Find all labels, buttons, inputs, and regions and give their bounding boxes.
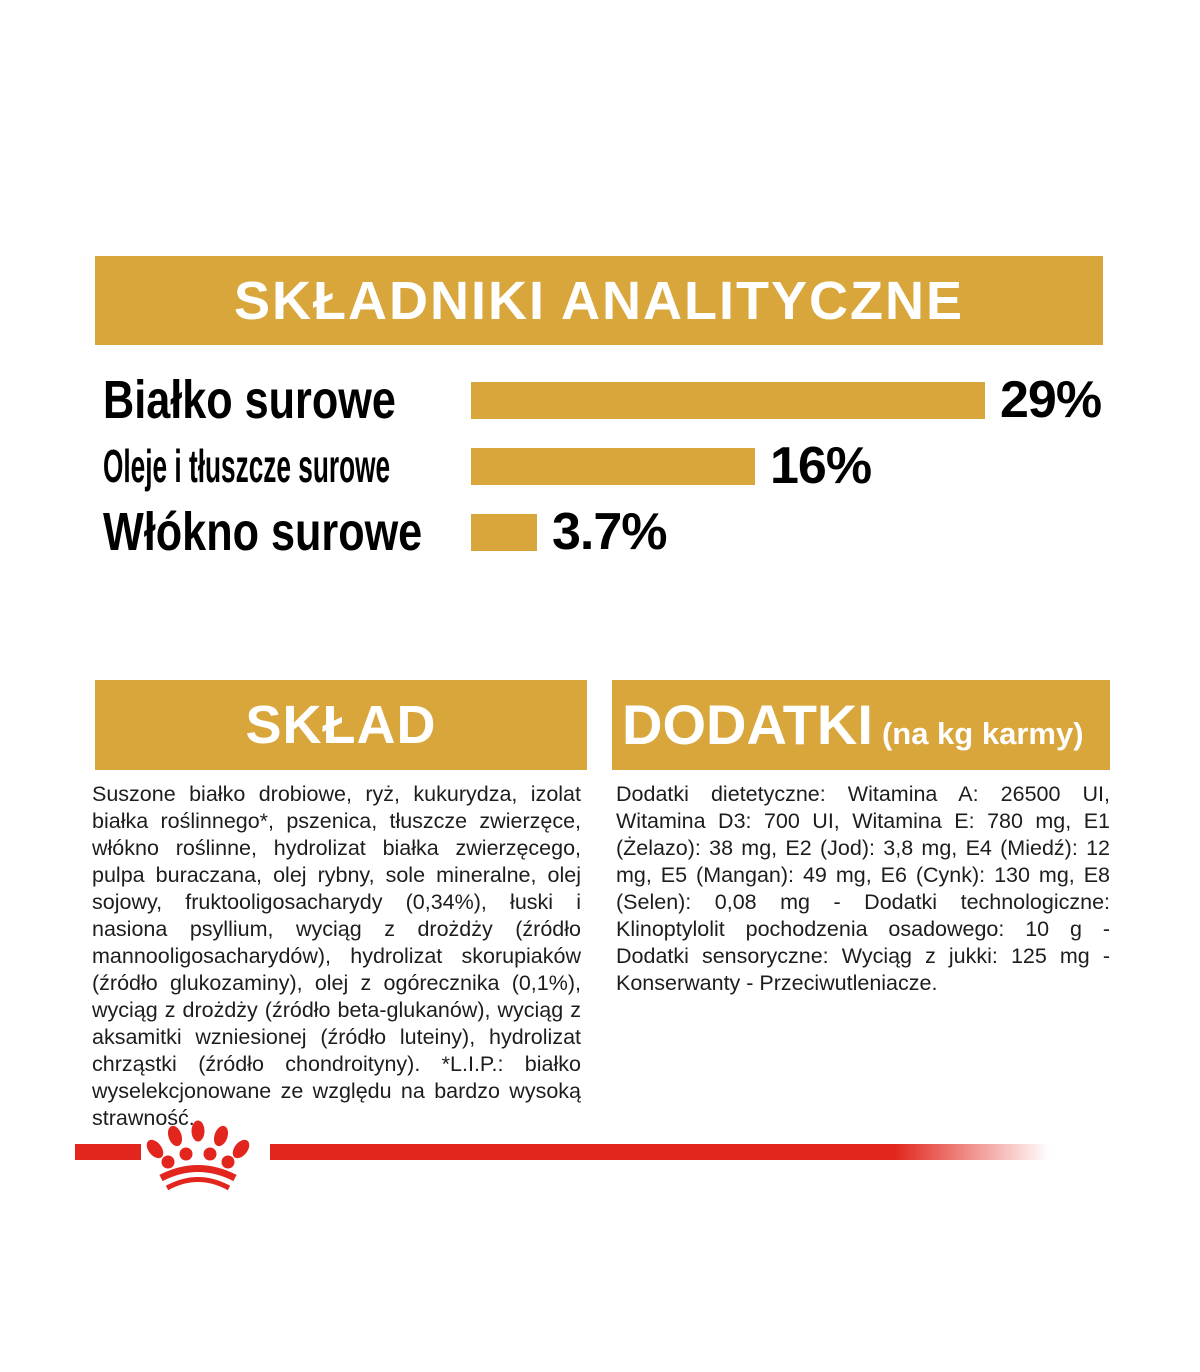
chart-category-label: Białko surowe [103,370,396,430]
analytics-banner: SKŁADNIKI ANALITYCZNE [95,256,1103,345]
sklad-banner: SKŁAD [95,680,587,770]
sklad-body-text: Suszone białko drobiowe, ryż, kukurydza,… [92,782,581,1130]
dodatki-title: DODATKI [622,693,873,756]
chart-bar [471,447,755,485]
footer-divider-left [75,1144,141,1160]
footer-divider-right [270,1144,1050,1160]
dodatki-banner: DODATKI (na kg karmy) [612,680,1110,770]
chart-value-label: 16% [770,437,872,495]
chart-bar [471,381,985,419]
sklad-title: SKŁAD [245,695,437,755]
chart-category-label: Włókno surowe [103,502,423,562]
chart-value-label: 3.7% [552,503,668,561]
dodatki-body-text: Dodatki dietetyczne: Witamina A: 26500 U… [616,782,1110,995]
dodatki-subtitle: (na kg karmy) [881,716,1084,751]
chart-category-label: Oleje i tłuszcze surowe [103,440,391,492]
chart-row: Włókno surowe 3.7% [103,502,668,562]
chart-bar [471,513,537,551]
royal-canin-crown-icon [146,1120,250,1191]
analytics-title: SKŁADNIKI ANALITYCZNE [234,270,964,331]
chart-value-label: 29% [1000,371,1102,429]
chart-row: Białko surowe 29% [103,370,1102,430]
chart-row: Oleje i tłuszcze surowe 16% [103,437,872,495]
